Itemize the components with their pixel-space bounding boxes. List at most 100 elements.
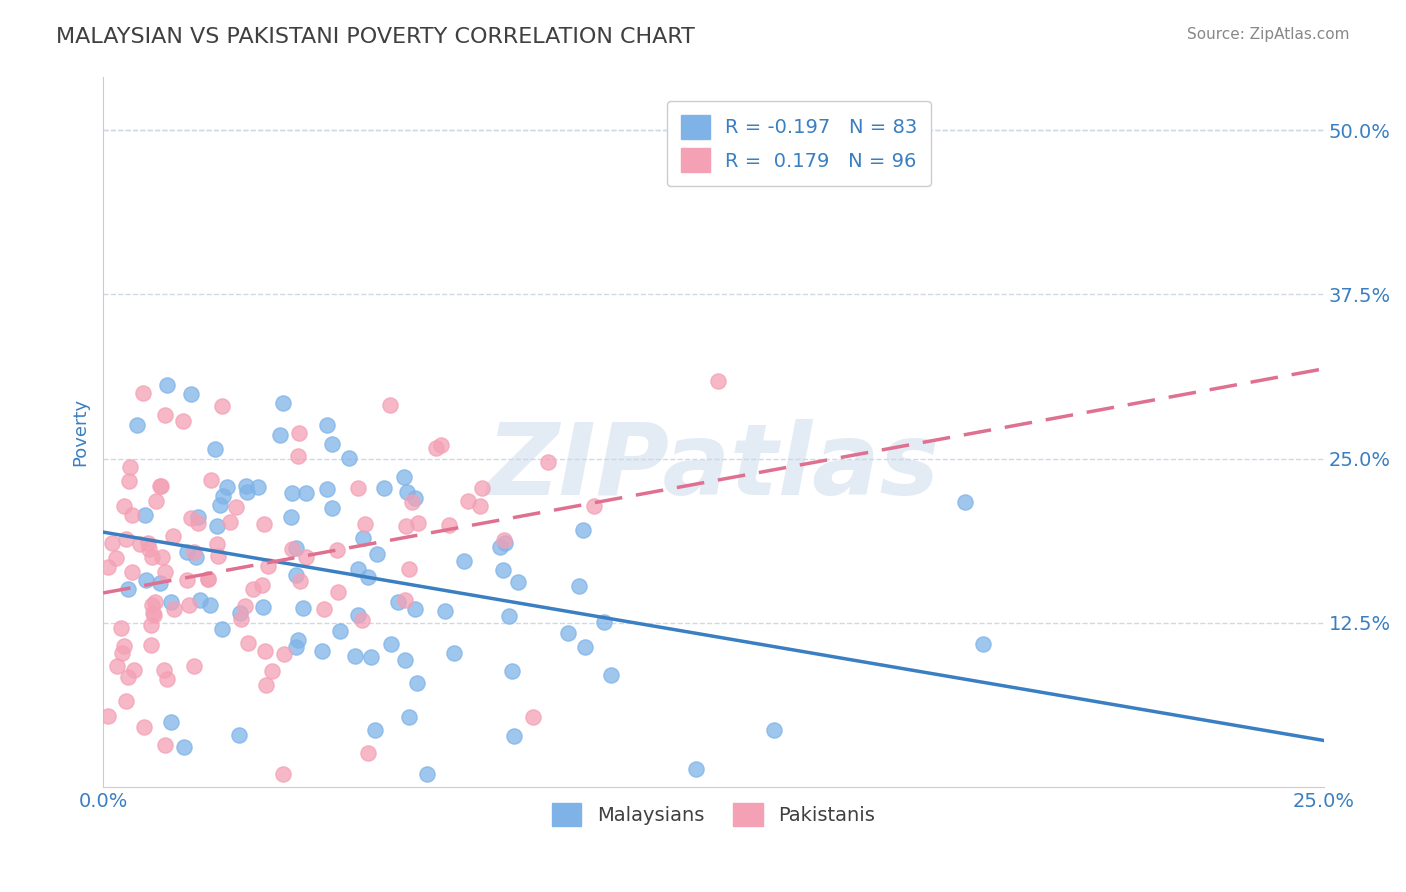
Malaysians — [443, 646, 465, 660]
Pakistanis — [522, 710, 544, 724]
Malaysians — [156, 378, 179, 392]
Malaysians — [387, 595, 409, 609]
Pakistanis — [356, 746, 378, 760]
Pakistanis — [401, 495, 423, 509]
Malaysians — [406, 675, 429, 690]
Pakistanis — [207, 549, 229, 563]
Malaysians — [363, 723, 385, 737]
Malaysians — [502, 729, 524, 743]
Malaysians — [280, 510, 302, 524]
Malaysians — [292, 600, 315, 615]
Pakistanis — [197, 573, 219, 587]
Pakistanis — [149, 478, 172, 492]
Malaysians — [494, 536, 516, 550]
Pakistanis — [225, 500, 247, 514]
Pakistanis — [207, 537, 229, 551]
Pakistanis — [110, 621, 132, 635]
Pakistanis — [287, 449, 309, 463]
Malaysians — [501, 665, 523, 679]
Y-axis label: Poverty: Poverty — [72, 398, 89, 467]
Pakistanis — [260, 664, 283, 678]
Text: Source: ZipAtlas.com: Source: ZipAtlas.com — [1187, 27, 1350, 42]
Malaysians — [346, 608, 368, 623]
Malaysians — [117, 582, 139, 596]
Pakistanis — [143, 595, 166, 609]
Pakistanis — [121, 566, 143, 580]
Malaysians — [211, 622, 233, 636]
Pakistanis — [112, 499, 135, 513]
Pakistanis — [354, 516, 377, 531]
Pakistanis — [394, 593, 416, 607]
Malaysians — [337, 451, 360, 466]
Malaysians — [281, 486, 304, 500]
Malaysians — [187, 510, 209, 524]
Malaysians — [356, 569, 378, 583]
Pakistanis — [139, 618, 162, 632]
Malaysians — [316, 483, 339, 497]
Malaysians — [394, 653, 416, 667]
Pakistanis — [583, 500, 606, 514]
Pakistanis — [398, 562, 420, 576]
Pakistanis — [150, 550, 173, 565]
Pakistanis — [257, 559, 280, 574]
Malaysians — [208, 498, 231, 512]
Pakistanis — [153, 738, 176, 752]
Pakistanis — [105, 659, 128, 673]
Pakistanis — [143, 607, 166, 622]
Pakistanis — [211, 399, 233, 413]
Malaysians — [160, 595, 183, 609]
Pakistanis — [295, 550, 318, 565]
Pakistanis — [242, 582, 264, 596]
Text: ZIPatlas: ZIPatlas — [486, 419, 941, 516]
Malaysians — [329, 624, 352, 639]
Pakistanis — [172, 413, 194, 427]
Legend: Malaysians, Pakistanis: Malaysians, Pakistanis — [544, 795, 883, 834]
Pakistanis — [153, 565, 176, 579]
Malaysians — [149, 576, 172, 591]
Pakistanis — [129, 536, 152, 550]
Text: MALAYSIAN VS PAKISTANI POVERTY CORRELATION CHART: MALAYSIAN VS PAKISTANI POVERTY CORRELATI… — [56, 27, 695, 46]
Pakistanis — [138, 535, 160, 549]
Malaysians — [184, 549, 207, 564]
Pakistanis — [312, 602, 335, 616]
Pakistanis — [219, 516, 242, 530]
Pakistanis — [183, 659, 205, 673]
Pakistanis — [183, 544, 205, 558]
Malaysians — [972, 636, 994, 650]
Pakistanis — [112, 639, 135, 653]
Pakistanis — [180, 511, 202, 525]
Pakistanis — [328, 585, 350, 599]
Malaysians — [285, 568, 308, 582]
Malaysians — [360, 650, 382, 665]
Pakistanis — [231, 612, 253, 626]
Pakistanis — [97, 559, 120, 574]
Pakistanis — [706, 374, 728, 388]
Malaysians — [489, 540, 512, 554]
Malaysians — [396, 485, 419, 500]
Malaysians — [416, 767, 439, 781]
Malaysians — [568, 578, 591, 592]
Pakistanis — [142, 606, 165, 620]
Malaysians — [287, 632, 309, 647]
Pakistanis — [114, 694, 136, 708]
Malaysians — [508, 575, 530, 590]
Pakistanis — [141, 598, 163, 612]
Malaysians — [347, 562, 370, 576]
Pakistanis — [233, 599, 256, 613]
Malaysians — [343, 648, 366, 663]
Malaysians — [285, 640, 308, 654]
Malaysians — [160, 714, 183, 729]
Malaysians — [955, 494, 977, 508]
Pakistanis — [236, 636, 259, 650]
Pakistanis — [457, 494, 479, 508]
Pakistanis — [325, 543, 347, 558]
Malaysians — [498, 609, 520, 624]
Pakistanis — [394, 518, 416, 533]
Malaysians — [316, 417, 339, 432]
Malaysians — [295, 486, 318, 500]
Malaysians — [229, 607, 252, 621]
Pakistanis — [139, 638, 162, 652]
Pakistanis — [121, 508, 143, 523]
Pakistanis — [254, 644, 277, 658]
Pakistanis — [150, 478, 173, 492]
